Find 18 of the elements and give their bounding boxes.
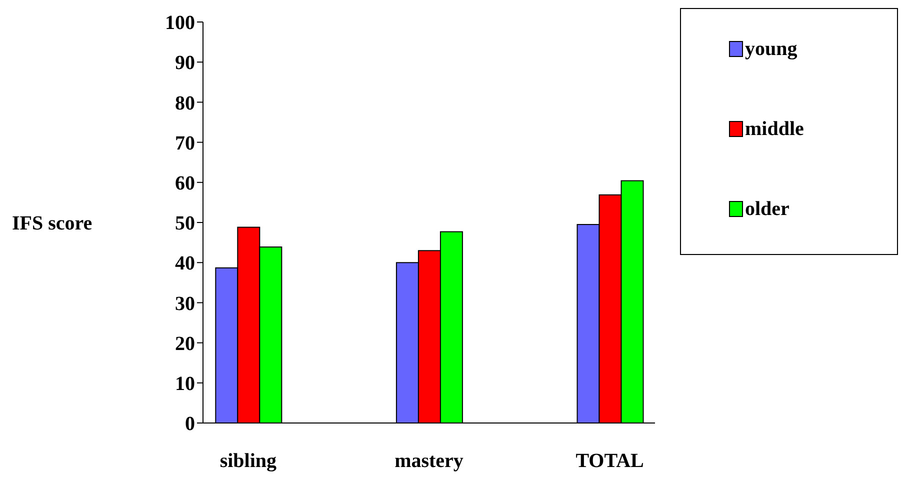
y-tick-label: 10: [175, 373, 195, 395]
y-tick-label: 60: [175, 172, 195, 194]
y-tick-label: 100: [165, 12, 195, 34]
y-tick-label: 20: [175, 332, 195, 355]
legend-label: young: [745, 38, 798, 60]
y-tick-label: 80: [175, 92, 195, 114]
x-tick-label: mastery: [394, 450, 464, 472]
x-tick-label: TOTAL: [576, 450, 644, 472]
x-tick-label: sibling: [220, 450, 277, 472]
y-tick-label: 50: [175, 212, 195, 235]
y-tick-label: 0: [185, 413, 195, 436]
y-tick-label: 30: [175, 292, 195, 315]
y-tick-label: 40: [175, 252, 195, 275]
legend-label: older: [745, 198, 790, 220]
y-tick-label: 70: [175, 132, 195, 154]
y-tick-label: 90: [175, 52, 195, 74]
legend-label: middle: [745, 118, 804, 140]
y-axis-title: IFS score: [12, 212, 92, 235]
